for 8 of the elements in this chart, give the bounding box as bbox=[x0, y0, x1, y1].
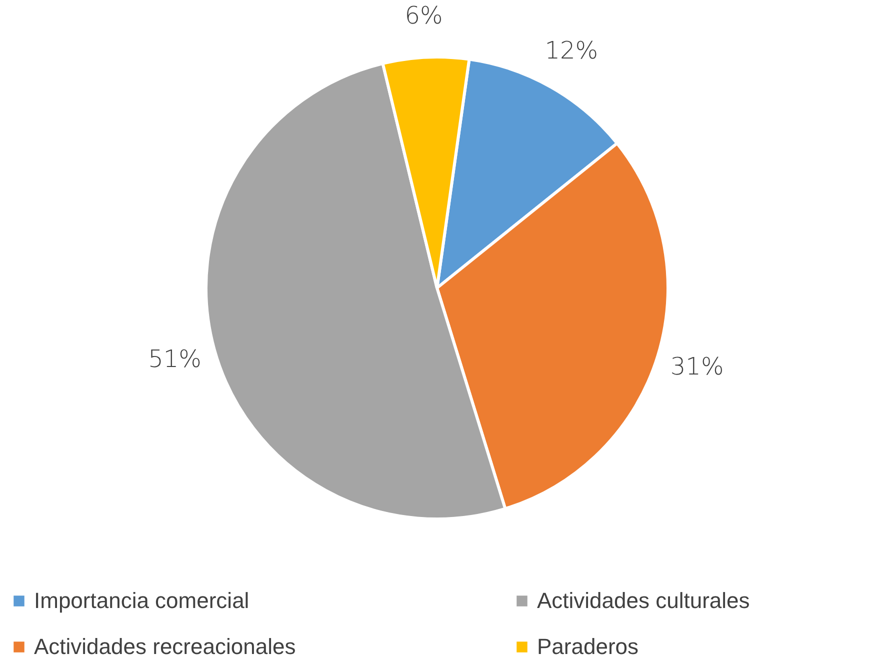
legend-label: Actividades culturales bbox=[537, 588, 750, 613]
legend-label: Paraderos bbox=[537, 634, 639, 659]
data-label: 6% bbox=[404, 1, 443, 30]
legend-label: Importancia comercial bbox=[34, 588, 250, 613]
data-label: 51% bbox=[148, 345, 202, 374]
data-label: 31% bbox=[670, 352, 724, 381]
legend-label: Actividades recreacionales bbox=[34, 634, 296, 659]
data-label: 12% bbox=[544, 36, 598, 65]
